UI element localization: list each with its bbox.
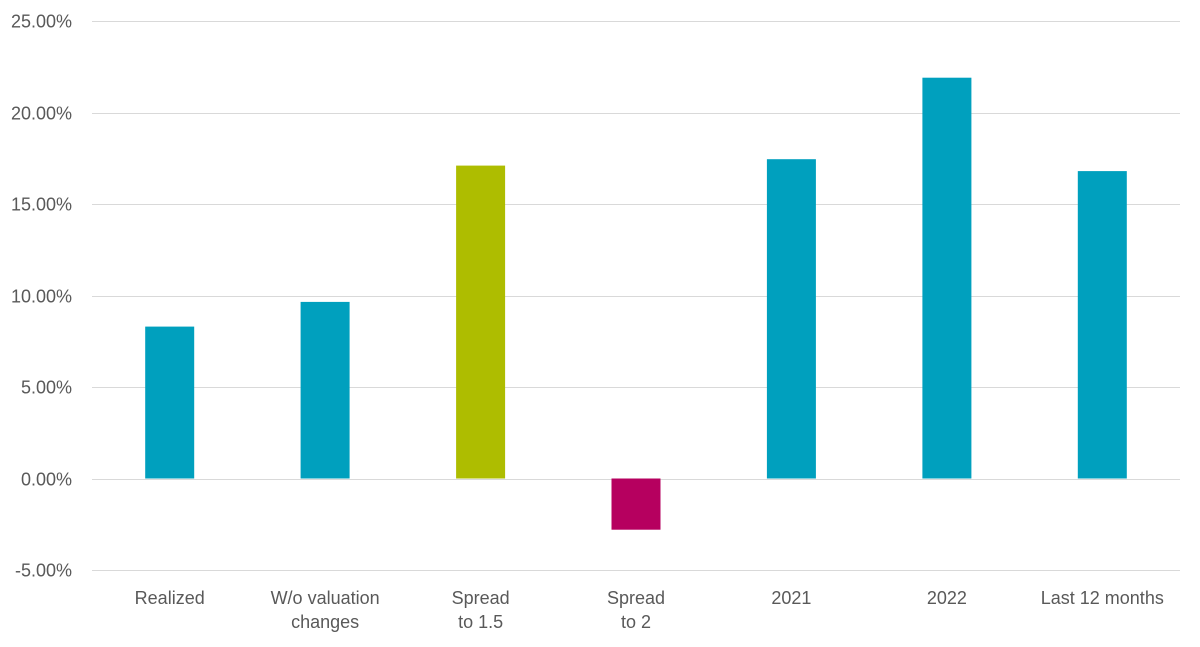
x-category-label-line: Last 12 months: [1041, 588, 1164, 608]
x-category-label: Spread to 1.5: [452, 588, 510, 632]
y-tick-label: 0.00%: [21, 470, 72, 490]
x-category-label-line: W/o valuation: [271, 588, 380, 608]
x-category-label-line: 2022: [927, 588, 967, 608]
x-category-label: W/o valuation changes: [271, 588, 380, 632]
x-category-label-line: Spread: [452, 588, 510, 608]
x-category-label-line: Realized: [135, 588, 205, 608]
x-category-label-line: changes: [291, 612, 359, 632]
x-category-label-line: to 1.5: [458, 612, 503, 632]
x-category-label: 2021: [771, 588, 811, 608]
y-tick-label: 5.00%: [21, 378, 72, 398]
x-category-label: Last 12 months: [1041, 588, 1164, 608]
bar: [922, 77, 972, 479]
y-tick-label: 20.00%: [11, 104, 72, 124]
y-axis-tick-labels: 25.00% 20.00% 15.00% 10.00% 5.00% 0.00% -5.00%: [11, 12, 72, 581]
x-category-label: Spread to 2: [607, 588, 665, 632]
x-category-label-line: to 2: [621, 612, 651, 632]
bar: [766, 159, 816, 479]
x-category-label: Realized: [135, 588, 205, 608]
x-category-label: 2022: [927, 588, 967, 608]
bar: [1077, 171, 1127, 479]
bar: [300, 301, 350, 479]
y-tick-label: 10.00%: [11, 287, 72, 307]
y-tick-label: -5.00%: [15, 561, 72, 581]
x-category-label-line: 2021: [771, 588, 811, 608]
y-tick-label: 15.00%: [11, 195, 72, 215]
bar: [456, 165, 506, 479]
y-tick-label: 25.00%: [11, 12, 72, 32]
x-category-label-line: Spread: [607, 588, 665, 608]
bar: [145, 326, 195, 479]
bar: [611, 478, 661, 530]
x-axis-category-labels: Realized W/o valuation changes Spread to 1.5…: [135, 588, 1164, 632]
bars: [145, 77, 1127, 530]
